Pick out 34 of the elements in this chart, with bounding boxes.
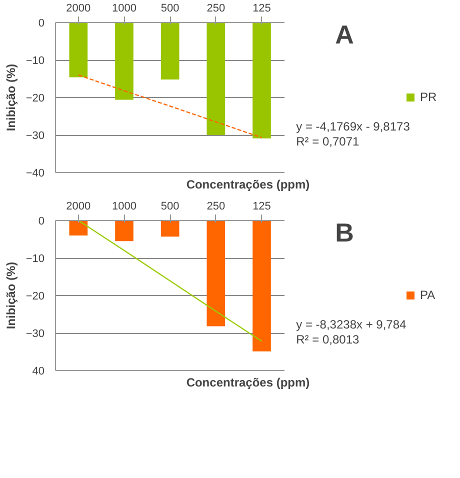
text: B: [335, 218, 354, 248]
x-tick-label: 1000: [112, 200, 136, 212]
y-axis-title: Inibição (%): [4, 262, 18, 330]
legend-label: PR: [420, 90, 438, 104]
text: y = -8,3238x + 9,784: [296, 318, 407, 332]
y-tick-label: −10: [26, 253, 45, 265]
text: R² = 0,8013: [296, 332, 360, 346]
y-tick-label: 0: [38, 216, 45, 228]
y-tick-label: −20: [26, 92, 45, 104]
x-axis-title: Concentrações (ppm): [186, 376, 310, 390]
y-tick-label: 40: [32, 366, 45, 378]
x-tick-label: 500: [160, 200, 180, 212]
y-tick-label: −40: [26, 168, 45, 180]
y-axis-title: Inibição (%): [4, 64, 18, 132]
line-series: [78, 220, 262, 342]
line-series: [78, 74, 262, 138]
x-tick-label: 125: [252, 200, 271, 212]
y-tick-label: −30: [26, 328, 45, 340]
text: A: [335, 20, 354, 50]
legend-label: PA: [420, 288, 436, 302]
x-tick-label: 250: [206, 200, 226, 212]
y-tick-label: −10: [26, 55, 45, 67]
x-tick-label: 2000: [66, 200, 91, 212]
x-tick-label: 250: [206, 2, 226, 14]
text: y = -4,1769x - 9,8173: [296, 120, 410, 134]
y-tick-label: −20: [26, 290, 45, 302]
x-tick-label: 500: [160, 2, 180, 14]
text: R² = 0,7071: [296, 134, 360, 148]
x-tick-label: 125: [252, 2, 271, 14]
x-tick-label: 2000: [66, 2, 91, 14]
x-axis-title: Concentrações (ppm): [186, 178, 310, 192]
y-tick-label: −30: [26, 130, 45, 142]
y-tick-label: 0: [38, 18, 45, 30]
x-tick-label: 1000: [112, 2, 136, 14]
